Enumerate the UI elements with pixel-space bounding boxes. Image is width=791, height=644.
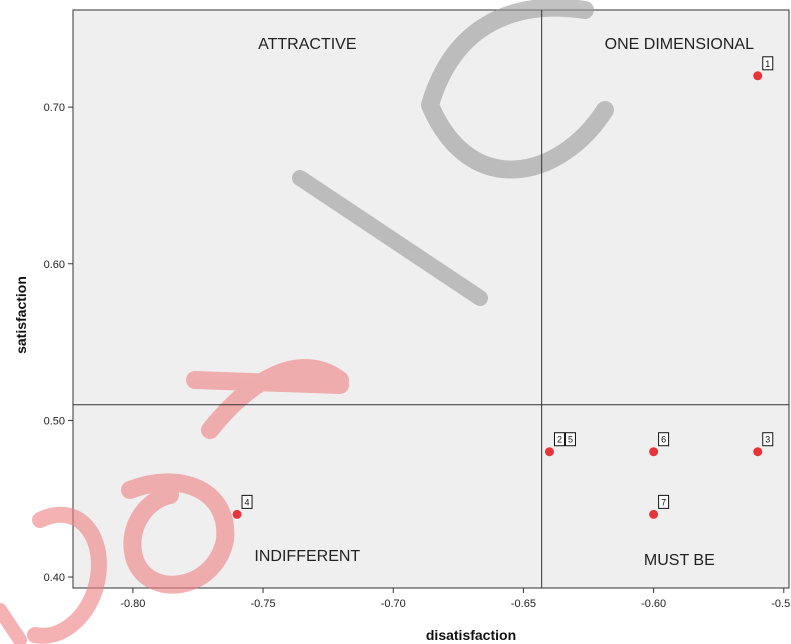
data-point [544, 447, 554, 457]
point-label: 5 [564, 432, 576, 447]
watermark-stroke [121, 473, 235, 594]
watermark-stroke [186, 359, 349, 439]
x-tick-label: -0.75 [251, 598, 276, 610]
point-label: 7 [658, 494, 670, 509]
reference-lines [73, 10, 789, 588]
point-label-text: 4 [245, 497, 250, 507]
watermark-stroke [421, 0, 614, 179]
y-axis-title: satisfaction [13, 276, 29, 354]
y-tick-label: 0.50 [44, 415, 65, 427]
point-label: 1 [762, 56, 774, 71]
watermark-strokes [0, 0, 614, 644]
point-label-text: 6 [661, 435, 666, 445]
quadrant-label-attractive: ATTRACTIVE [258, 36, 356, 53]
point-label: 6 [658, 432, 670, 447]
point-label: 4 [241, 494, 253, 509]
quadrant-label-one-dimensional: ONE DIMENSIONAL [605, 36, 754, 53]
point-label-text: 1 [765, 59, 770, 69]
quadrant-label-indifferent: INDIFFERENT [254, 548, 360, 565]
watermark-stroke [0, 603, 27, 644]
y-axis: 0.40 0.50 0.60 0.70 [44, 102, 73, 584]
y-tick-label: 0.70 [44, 102, 65, 114]
point-label-text: 5 [568, 435, 573, 445]
x-tick-label: -0.80 [120, 598, 145, 610]
x-tick-label: -0.65 [511, 598, 536, 610]
point-label-text: 7 [661, 497, 666, 507]
data-point [649, 509, 659, 519]
x-axis-title: disatisfaction [426, 627, 516, 643]
data-point [649, 447, 659, 457]
point-label: 2 [553, 432, 565, 447]
watermark [0, 0, 614, 644]
x-tick-label: -0.70 [381, 598, 406, 610]
point-label-box [241, 494, 253, 509]
point-label-box [564, 432, 576, 447]
data-points: 1 2 3 4 5 6 7 [232, 56, 774, 519]
y-tick-label: 0.40 [44, 572, 65, 584]
watermark-stroke [27, 506, 107, 644]
data-point [753, 71, 763, 81]
point-label-box [762, 432, 774, 447]
point-label-box [658, 432, 670, 447]
point-label-box [658, 494, 670, 509]
point-label-text: 2 [557, 435, 562, 445]
data-point [753, 447, 763, 457]
data-point [232, 509, 242, 519]
point-label: 3 [762, 432, 774, 447]
x-tick-label: -0.55 [771, 598, 791, 610]
point-label-text: 3 [765, 435, 770, 445]
point-label-box [762, 56, 774, 71]
point-label-box [553, 432, 565, 447]
watermark-stroke [292, 170, 488, 306]
x-tick-label: -0.60 [641, 598, 666, 610]
y-tick-label: 0.60 [44, 259, 65, 271]
x-axis: -0.80 -0.75 -0.70 -0.65 -0.60 -0.55 [120, 588, 791, 610]
quadrant-label-must-be: MUST BE [644, 552, 715, 569]
